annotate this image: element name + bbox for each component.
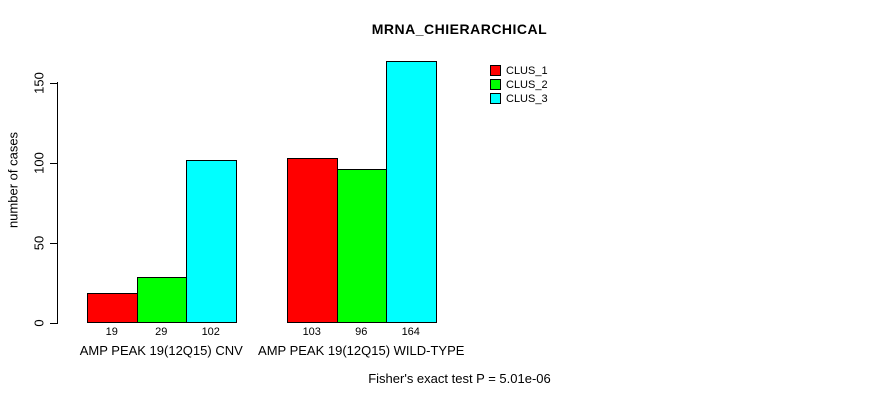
bar-value-label: 19: [105, 325, 118, 338]
bar-value-label: 96: [355, 325, 368, 338]
legend-swatch-clus_1: [490, 65, 501, 76]
legend-label-clus_3: CLUS_3: [506, 93, 548, 105]
y-axis-line: [57, 82, 58, 323]
bar-clus_3-group2: [386, 60, 437, 323]
y-tick-mark: [50, 82, 58, 84]
legend-label-clus_1: CLUS_1: [506, 65, 548, 77]
y-tick-mark: [50, 162, 58, 164]
bar-clus_2-group2: [336, 169, 387, 323]
legend-swatch-clus_2: [490, 79, 501, 90]
y-tick-label: 50: [31, 235, 47, 251]
bar-value-label: 103: [302, 325, 321, 338]
chart-title: MRNA_CHIERARCHICAL: [371, 21, 548, 37]
bar-clus_1-group1: [87, 292, 138, 323]
legend-label-clus_2: CLUS_2: [506, 79, 548, 91]
y-tick-mark: [50, 242, 58, 244]
bar-clus_3-group1: [186, 159, 237, 323]
legend-swatch-clus_3: [490, 93, 501, 104]
bar-clus_1-group2: [287, 158, 338, 323]
pvalue-annotation: Fisher's exact test P = 5.01e-06: [368, 371, 551, 386]
y-tick-label: 0: [31, 319, 47, 327]
x-category-label: AMP PEAK 19(12Q15) WILD-TYPE: [258, 343, 465, 358]
bar-clus_2-group1: [136, 276, 187, 323]
bar-value-label: 164: [401, 325, 420, 338]
y-axis-label: number of cases: [5, 131, 21, 229]
y-tick-label: 100: [31, 152, 47, 174]
y-tick-mark: [50, 322, 58, 324]
x-category-label: AMP PEAK 19(12Q15) CNV: [79, 343, 243, 358]
y-tick-label: 150: [31, 72, 47, 94]
bar-value-label: 29: [155, 325, 168, 338]
bar-value-label: 102: [201, 325, 220, 338]
